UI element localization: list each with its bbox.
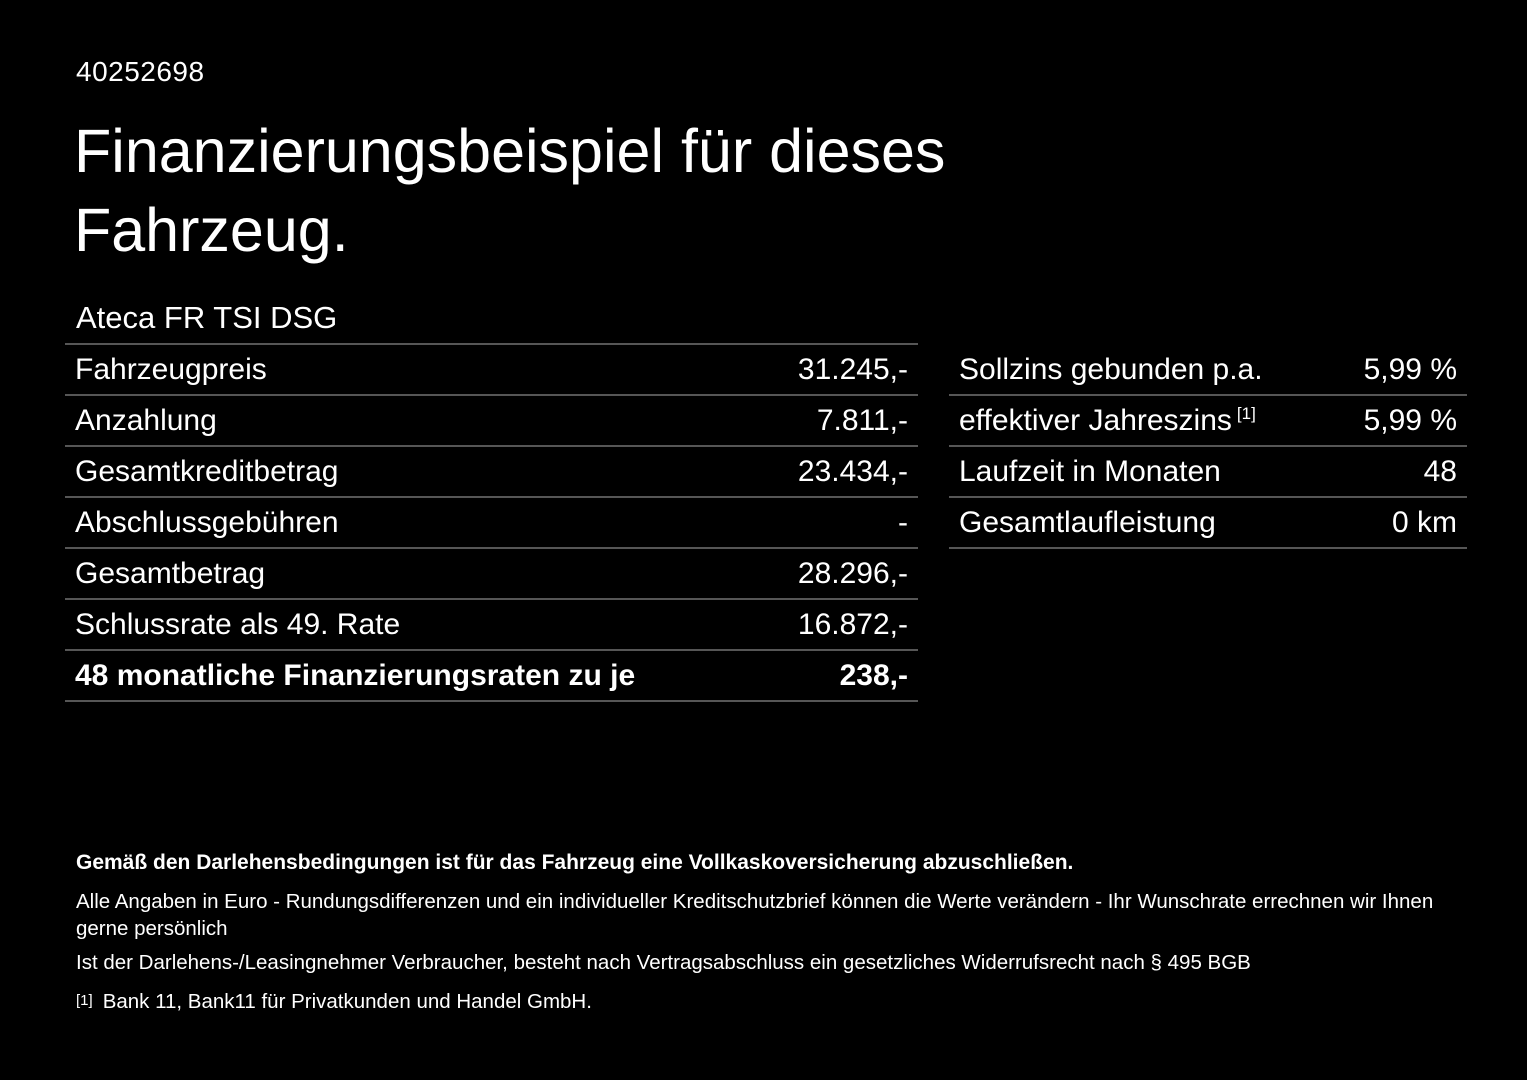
vehicle-id: 40252698	[76, 56, 205, 87]
table-row-fahrzeugpreis: Fahrzeugpreis 31.245,-	[65, 345, 918, 396]
finance-table: Fahrzeugpreis 31.245,- Anzahlung 7.811,-…	[65, 343, 918, 702]
table-row-monatsrate: 48 monatliche Finanzierungsraten zu je 2…	[65, 651, 918, 702]
row-label: Abschlussgebühren	[75, 505, 339, 539]
footnote-marker: [1]	[76, 992, 93, 1009]
page-title-line-2: Fahrzeug.	[74, 196, 349, 264]
footnote-text: Bank 11, Bank11 für Privatkunden und Han…	[102, 990, 592, 1013]
page-title-line-1: Finanzierungsbeispiel für dieses	[74, 117, 946, 185]
row-label: 48 monatliche Finanzierungsraten zu je	[75, 658, 636, 692]
euro-disclaimer-note: Alle Angaben in Euro - Rundungsdifferenz…	[76, 890, 1434, 940]
row-label: Gesamtkreditbetrag	[75, 454, 339, 488]
table-row-schlussrate: Schlussrate als 49. Rate 16.872,-	[65, 600, 918, 651]
row-label: Gesamtbetrag	[75, 556, 266, 590]
page-title: Finanzierungsbeispiel für dieses Fahrzeu…	[74, 112, 945, 270]
table-row-gesamtbetrag: Gesamtbetrag 28.296,-	[65, 549, 918, 600]
row-value: 238,-	[839, 658, 908, 692]
row-label: Laufzeit in Monaten	[959, 454, 1221, 488]
row-value: 5,99 %	[1363, 352, 1457, 386]
row-label: effektiver Jahreszins [1]	[959, 404, 1256, 438]
row-label: Gesamtlaufleistung	[959, 505, 1216, 539]
row-label: Schlussrate als 49. Rate	[75, 607, 401, 641]
vehicle-model-subtitle: Ateca FR TSI DSG	[76, 300, 338, 335]
conditions-table: Sollzins gebunden p.a. 5,99 % effektiver…	[949, 345, 1467, 549]
row-label-text: effektiver Jahreszins	[959, 403, 1232, 437]
footnote-reference-marker: [1]	[1236, 403, 1256, 423]
table-row-anzahlung: Anzahlung 7.811,-	[65, 396, 918, 447]
row-value: 31.245,-	[797, 352, 908, 386]
row-value: 28.296,-	[797, 556, 908, 590]
table-row-sollzins: Sollzins gebunden p.a. 5,99 %	[949, 345, 1467, 396]
table-row-abschlussgebuehren: Abschlussgebühren -	[65, 498, 918, 549]
row-label: Fahrzeugpreis	[75, 352, 267, 386]
row-label: Anzahlung	[75, 403, 217, 437]
table-row-gesamtlaufleistung: Gesamtlaufleistung 0 km	[949, 498, 1467, 549]
row-value: 23.434,-	[797, 454, 908, 488]
row-value: 0 km	[1391, 505, 1457, 539]
row-label: Sollzins gebunden p.a.	[959, 352, 1263, 386]
row-value: 48	[1423, 454, 1457, 488]
row-value: -	[898, 505, 908, 539]
bank-footnote: [1] Bank 11, Bank11 für Privatkunden und …	[76, 990, 1466, 1014]
row-value: 5,99 %	[1363, 403, 1457, 437]
table-row-gesamtkreditbetrag: Gesamtkreditbetrag 23.434,-	[65, 447, 918, 498]
insurance-requirement-note: Gemäß den Darlehensbedingungen ist für d…	[76, 851, 1074, 874]
row-value: 16.872,-	[797, 607, 908, 641]
row-value: 7.811,-	[816, 403, 908, 437]
withdrawal-right-note: Ist der Darlehens-/Leasingnehmer Verbrau…	[76, 951, 1251, 974]
table-row-effektiver-jahreszins: effektiver Jahreszins [1] 5,99 %	[949, 396, 1467, 447]
table-row-laufzeit: Laufzeit in Monaten 48	[949, 447, 1467, 498]
legal-footer: Gemäß den Darlehensbedingungen ist für d…	[76, 851, 1466, 1014]
